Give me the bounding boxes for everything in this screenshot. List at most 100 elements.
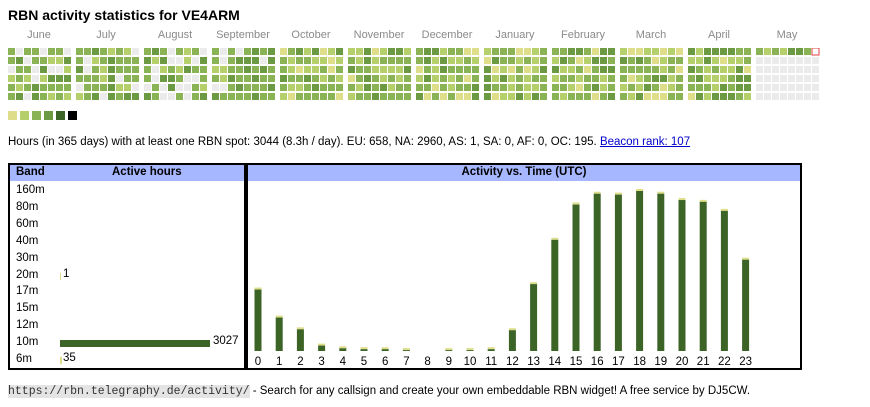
calendar-day-cell [320,93,327,100]
calendar-day-cell [200,93,207,100]
calendar-day-cell [780,66,787,73]
calendar-day-cell [108,84,115,91]
calendar-day-cell [812,66,819,73]
hour-tick-label: 12 [506,356,519,368]
month-label-march: March [635,29,667,41]
calendar-day-cell [720,93,727,100]
beacon-rank-link[interactable]: Beacon rank: 107 [599,136,691,148]
calendar-day-cell [744,93,751,100]
calendar-day-cell [288,57,295,64]
calendar-day-cell [228,93,235,100]
band-name: 30m [16,251,39,264]
hour-tick-label: 9 [446,356,452,368]
calendar-day-cell [568,66,575,73]
calendar-day-cell [24,66,31,73]
calendar-day-cell [652,93,659,100]
hour-bar [318,345,326,351]
calendar-day-cell [552,75,559,82]
calendar-day-cell [704,48,711,55]
hour-bar [678,200,686,351]
calendar-day-cell [192,84,199,91]
calendar-day-cell [144,75,151,82]
band-name: 80m [16,200,39,213]
calendar-day-cell [744,84,751,91]
hour-bar [530,284,538,351]
band-row-40m: 40m [10,233,244,250]
calendar-day-cell [92,57,99,64]
calendar-day-cell [812,84,819,91]
calendar-day-cell [380,84,387,91]
calendar-day-cell [144,66,151,73]
calendar-day-cell [704,93,711,100]
calendar-day-cell [560,93,567,100]
calendar-day-cell [456,48,463,55]
calendar-day-cell [56,84,63,91]
calendar-day-cell [184,75,191,82]
calendar-day-cell [336,93,343,100]
calendar-day-cell [628,84,635,91]
month-label-august: August [157,29,193,41]
calendar-day-cell [576,93,583,100]
calendar-day-cell [260,57,267,64]
calendar-day-cell [8,93,15,100]
calendar-day-cell [804,75,811,82]
calendar-day-cell [416,66,423,73]
calendar-day-cell [220,93,227,100]
calendar-day-cell [48,48,55,55]
calendar-day-cell [380,48,387,55]
calendar-day-cell [364,57,371,64]
calendar-day-cell [364,48,371,55]
calendar-day-cell [236,66,243,73]
hour-bar-cap [381,347,389,350]
calendar-day-cell [492,84,499,91]
calendar-day-cell [168,57,175,64]
calendar-day-cell [620,57,627,64]
calendar-day-cell [696,75,703,82]
calendar-day-cell [540,84,547,91]
hour-bar-cap [466,348,474,351]
calendar-day-cell [772,57,779,64]
calendar-day-cell [152,48,159,55]
calendar-day-cell [244,66,251,73]
calendar-day-cell [608,84,615,91]
calendar-day-cell [124,57,131,64]
calendar-day-cell [728,66,735,73]
calendar-day-cell [464,66,471,73]
hour-bar [445,350,453,351]
calendar-day-cell [84,48,91,55]
calendar-day-cell [32,66,39,73]
calendar-day-cell [312,84,319,91]
calendar-day-cell [568,48,575,55]
calendar-day-cell [132,84,139,91]
calendar-day-cell [312,75,319,82]
calendar-day-cell [8,57,15,64]
calendar-day-cell [720,75,727,82]
calendar-day-cell [788,48,795,55]
footer-url[interactable]: https://rbn.telegraphy.de/activity/ [8,385,250,398]
calendar-day-cell [532,66,539,73]
activity-chart-panel: Activity vs. Time (UTC) 0 1 2 3 4 5 6 7 8 9 10 11 12… [246,163,802,370]
calendar-day-cell [152,66,159,73]
calendar-day-cell [764,66,771,73]
calendar-day-cell [668,57,675,64]
calendar-day-cell [228,75,235,82]
calendar-day-cell [472,66,479,73]
calendar-day-cell [152,57,159,64]
calendar-day-cell [660,84,667,91]
calendar-day-cell [620,84,627,91]
calendar-day-cell [736,84,743,91]
calendar-day-cell [788,93,795,100]
calendar-day-cell [472,48,479,55]
calendar-day-cell [448,48,455,55]
calendar-day-cell [328,75,335,82]
calendar-day-cell [484,75,491,82]
calendar-day-cell [312,57,319,64]
calendar-day-cell [516,57,523,64]
calendar-day-cell [676,93,683,100]
calendar-day-cell [440,57,447,64]
hour-bar [742,259,750,351]
calendar-day-cell [40,48,47,55]
calendar-day-cell [116,66,123,73]
calendar-day-cell [56,93,63,100]
calendar-day-cell [200,66,207,73]
